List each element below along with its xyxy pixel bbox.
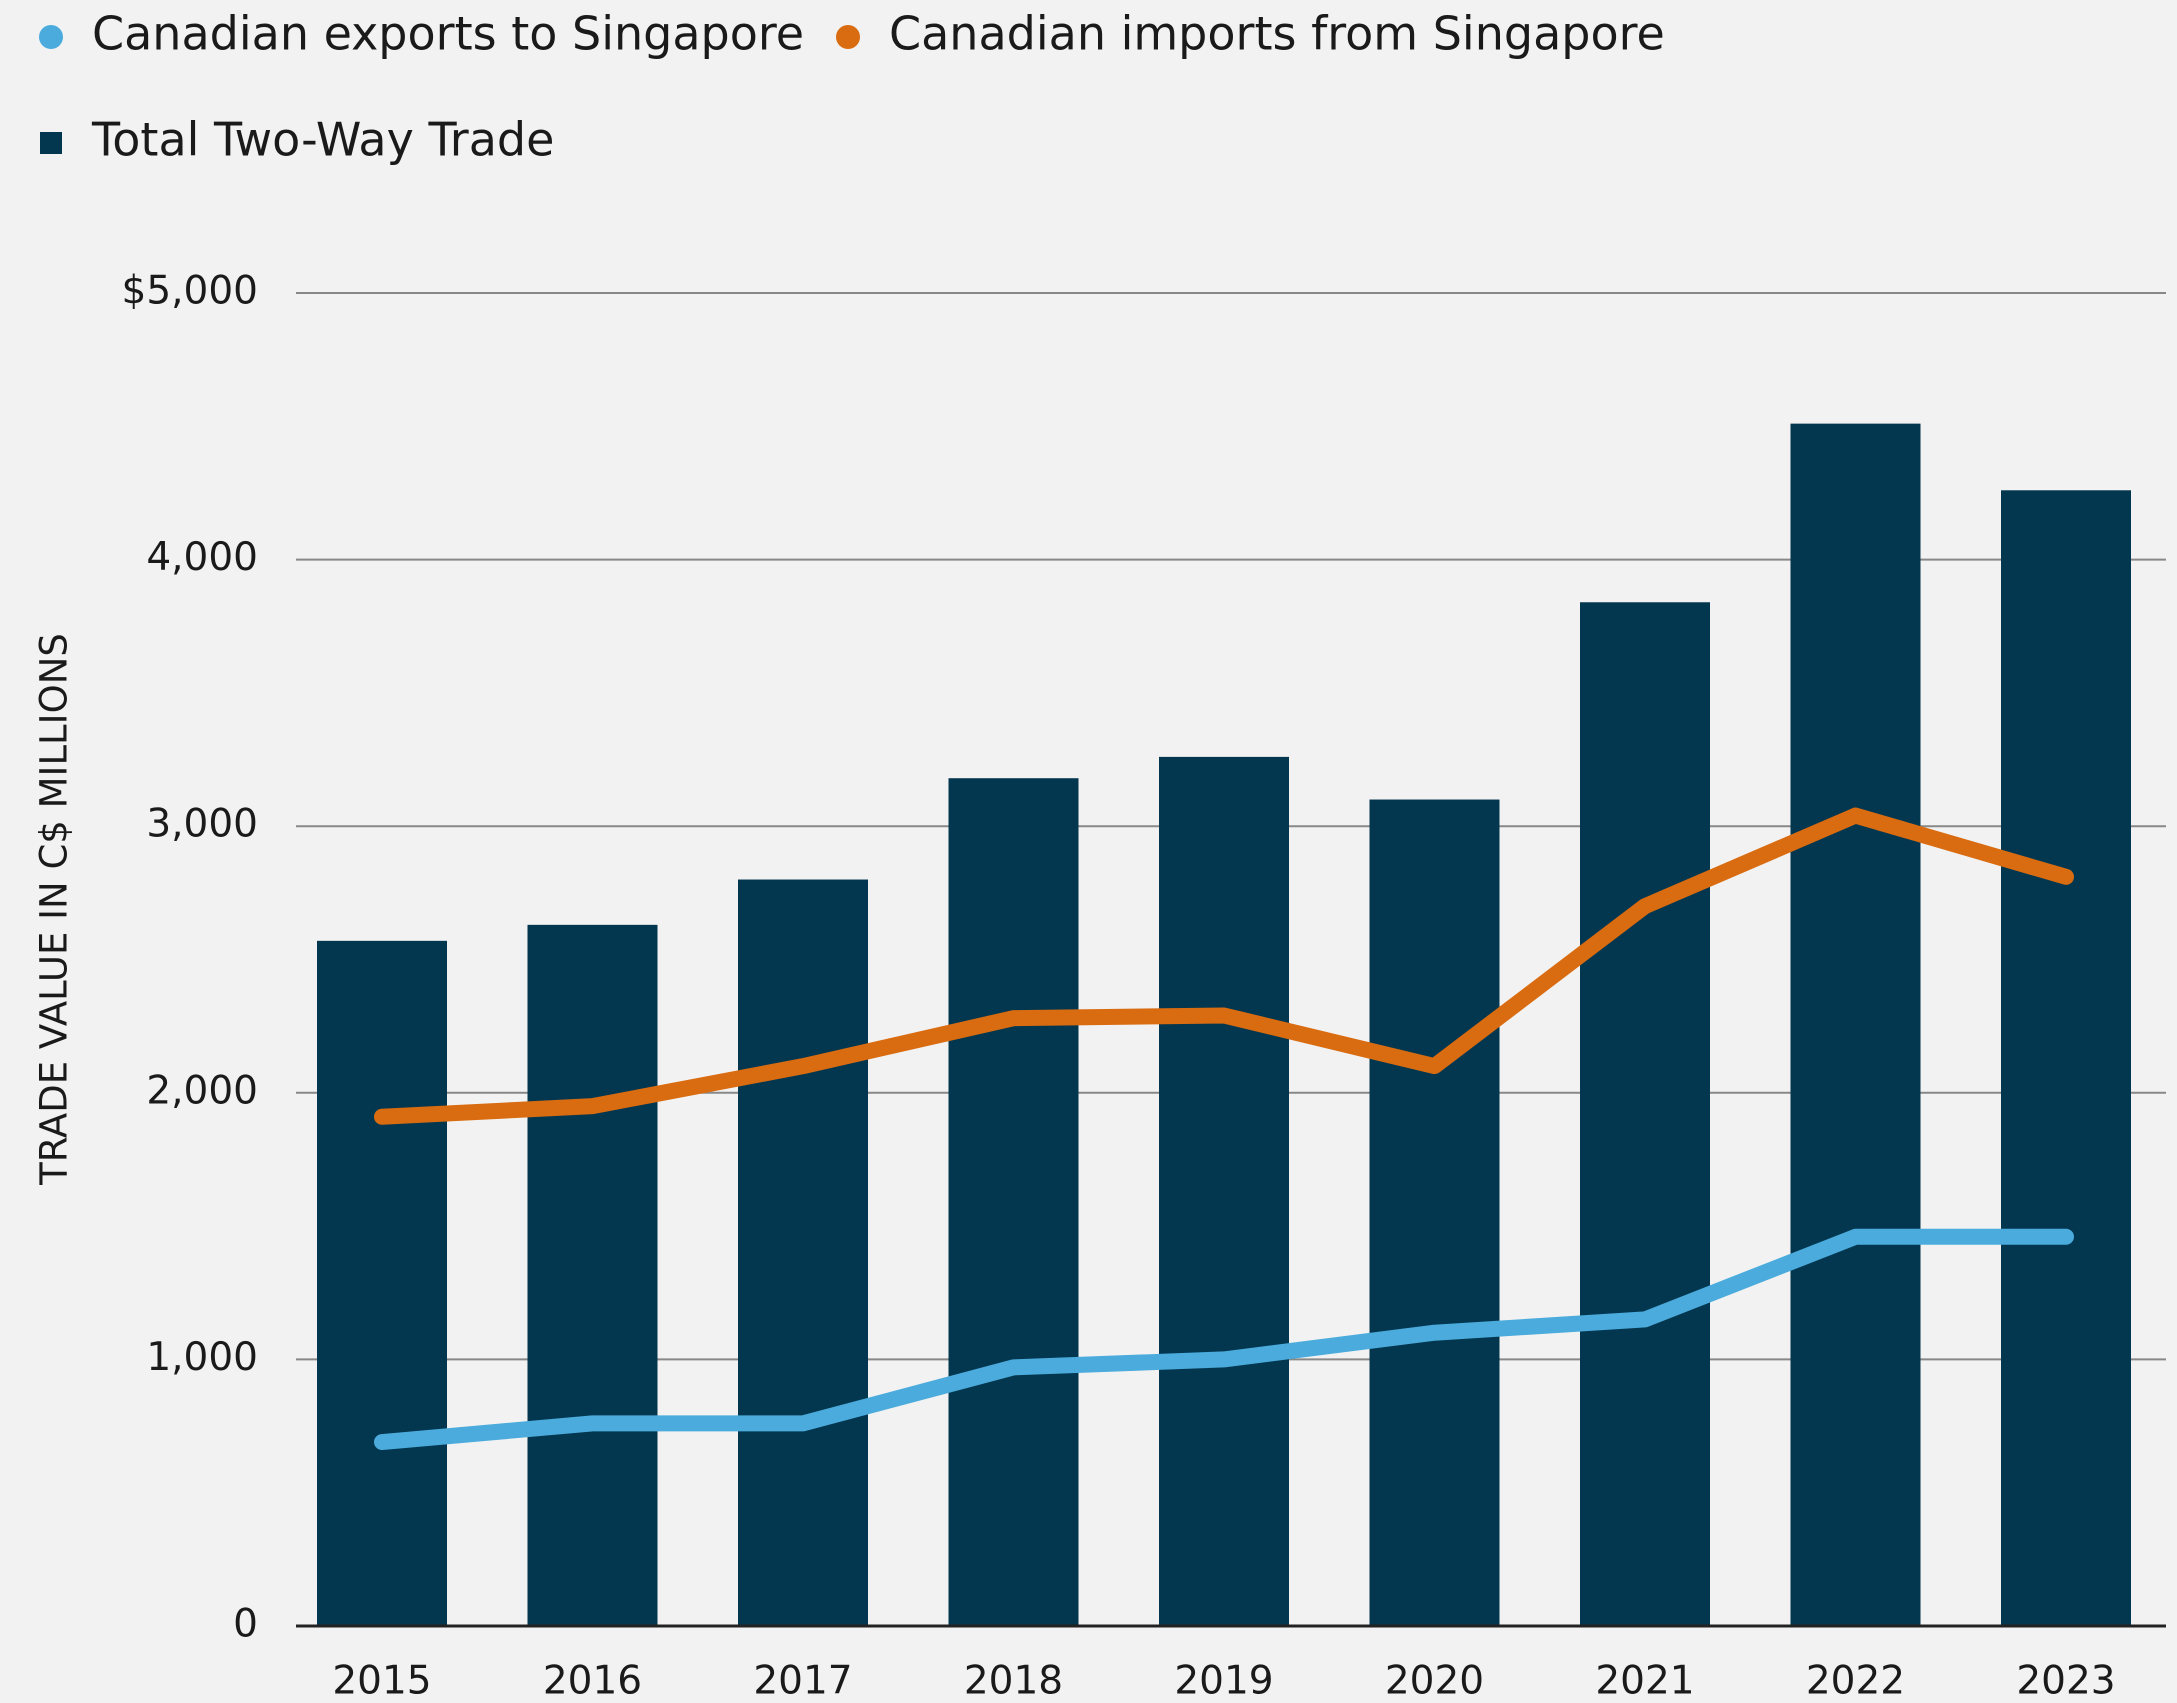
bar (317, 940, 447, 1626)
y-tick-label: 2,000 (146, 1068, 258, 1113)
bar (1580, 602, 1710, 1626)
legend-marker (836, 25, 860, 49)
y-tick-label: 1,000 (146, 1335, 258, 1380)
x-tick-label: 2023 (2016, 1659, 2115, 1703)
bar (948, 778, 1079, 1626)
bar (738, 879, 868, 1626)
y-tick-label: 3,000 (146, 802, 258, 847)
x-tick-label: 2016 (543, 1659, 642, 1703)
x-tick-label: 2020 (1385, 1659, 1484, 1703)
bar (1159, 756, 1289, 1626)
bar (527, 924, 658, 1626)
legend-label: Canadian imports from Singapore (889, 7, 1665, 61)
legend-marker (40, 132, 62, 154)
x-tick-label: 2015 (332, 1659, 431, 1703)
x-tick-label: 2019 (1174, 1659, 1273, 1703)
x-tick-label: 2017 (753, 1659, 852, 1703)
y-tick-label: $5,000 (122, 269, 258, 314)
y-tick-label: 4,000 (146, 535, 258, 580)
legend-label: Total Two-Way Trade (91, 113, 554, 167)
legend-label: Canadian exports to Singapore (92, 7, 804, 61)
bar (2001, 490, 2131, 1627)
y-tick-label: 0 (233, 1602, 258, 1647)
legend-marker (39, 25, 63, 49)
bar (1369, 799, 1500, 1626)
x-tick-label: 2021 (1595, 1659, 1694, 1703)
y-axis-label: TRADE VALUE IN C$ MILLIONS (33, 633, 76, 1186)
x-tick-label: 2022 (1806, 1659, 1905, 1703)
line (374, 1228, 2074, 1451)
bar (1790, 423, 1921, 1626)
x-tick-label: 2018 (964, 1659, 1063, 1703)
line (374, 807, 2074, 1125)
